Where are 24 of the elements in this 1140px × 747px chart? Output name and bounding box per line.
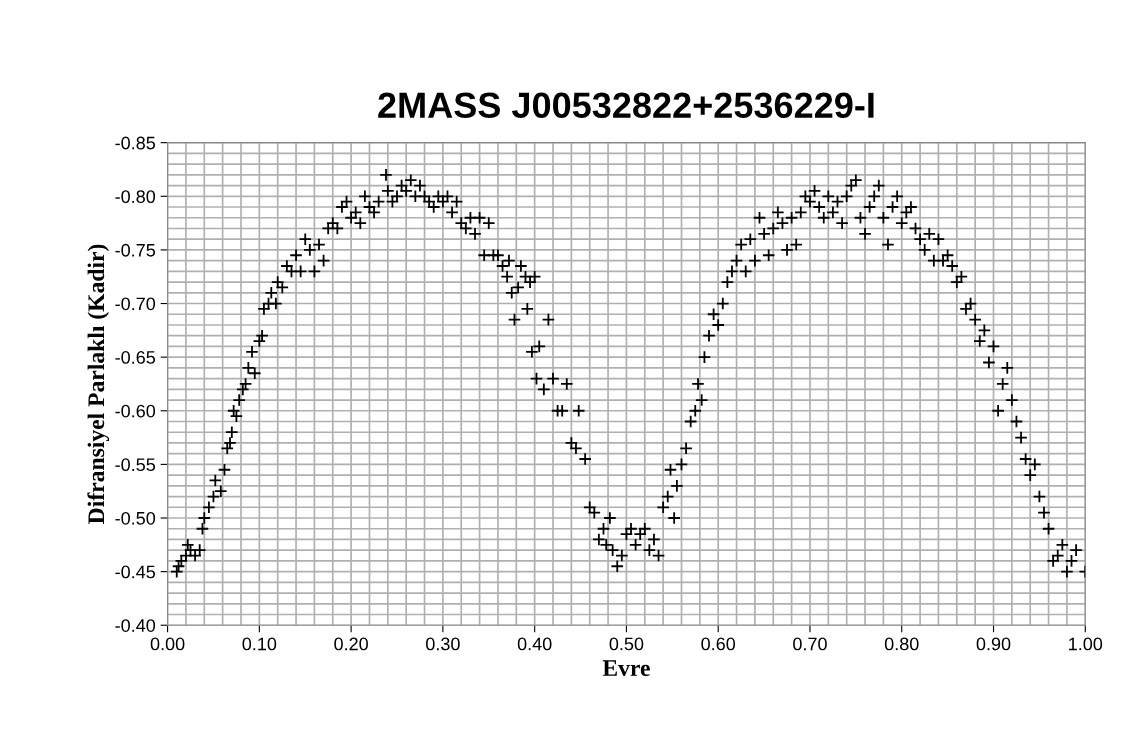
- y-tick-label: -0.50: [115, 511, 156, 525]
- x-tick-label: 0.00: [150, 637, 185, 651]
- x-tick-label: 0.40: [517, 637, 552, 651]
- y-tick-label: -0.60: [115, 404, 156, 418]
- y-tick-label: -0.55: [115, 458, 156, 472]
- x-tick-label: 0.80: [884, 637, 919, 651]
- y-tick-label: -0.80: [115, 190, 156, 204]
- x-tick-label: 0.30: [426, 637, 460, 651]
- y-tick-label: -0.85: [115, 136, 156, 150]
- y-tick-label: -0.40: [115, 619, 156, 632]
- x-tick-label: 0.50: [609, 637, 644, 651]
- x-tick-label: 0.10: [242, 637, 277, 651]
- x-tick-label: 1.00: [1069, 637, 1103, 651]
- y-tick-label: -0.65: [115, 351, 156, 364]
- x-tick-label: 0.70: [793, 637, 827, 651]
- y-tick-label: -0.70: [115, 297, 156, 311]
- y-tick-label: -0.75: [115, 243, 156, 257]
- y-axis-title: Difransiyel Parlaklı (Kadir): [87, 244, 110, 524]
- x-axis-title: Evre: [602, 660, 650, 677]
- x-tick-label: 0.90: [976, 637, 1011, 651]
- chart-title: 2MASS J00532822+2536229-I: [378, 92, 874, 119]
- x-tick-label: 0.20: [334, 637, 368, 651]
- y-tick-label: -0.45: [115, 565, 156, 579]
- x-tick-label: 0.60: [701, 637, 736, 651]
